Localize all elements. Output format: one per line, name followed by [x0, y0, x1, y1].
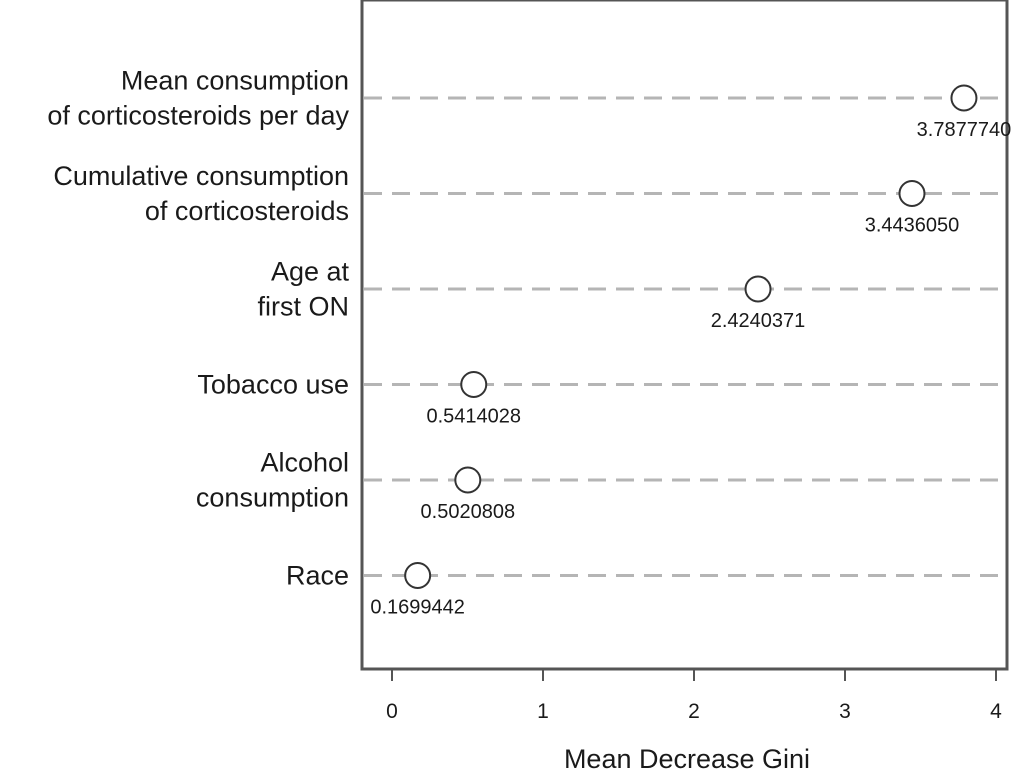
data-label: 0.5020808 [421, 501, 516, 523]
category-label: Age at first ON [258, 257, 350, 322]
category-label-line: Age at [271, 257, 350, 287]
x-tick-label: 0 [386, 700, 398, 723]
category-label: Mean consumption of corticosteroids per d… [47, 66, 349, 131]
data-point [454, 466, 482, 494]
x-axis: 0 1 2 3 4 [386, 670, 1002, 723]
x-tick-label: 3 [839, 700, 851, 723]
value-labels: 3.7877740 3.4436050 2.4240371 0.5414028 0.50… [370, 119, 1011, 619]
category-label-line: Mean consumption [121, 66, 349, 96]
plot-frame [360, 0, 1009, 671]
category-label-line: Alcohol [260, 448, 349, 478]
data-label: 0.1699442 [370, 597, 465, 619]
category-label-line: Tobacco use [197, 370, 349, 400]
x-tick-label: 1 [537, 700, 549, 723]
category-label-line: of corticosteroids per day [47, 101, 349, 131]
data-label: 0.5414028 [426, 406, 521, 428]
category-label: Race [286, 561, 349, 591]
category-label-line: consumption [196, 483, 349, 513]
category-label-line: Race [286, 561, 349, 591]
x-tick-label: 2 [688, 700, 700, 723]
x-tick-label: 4 [990, 700, 1002, 723]
data-point [898, 180, 926, 207]
category-label-line: of corticosteroids [145, 196, 349, 226]
category-label-line: first ON [258, 292, 350, 322]
data-point [950, 84, 978, 112]
gridlines [364, 96, 1005, 577]
category-label-line: Cumulative consumption [53, 161, 349, 191]
data-point [404, 562, 432, 589]
category-label: Tobacco use [197, 370, 349, 400]
data-point [460, 371, 488, 398]
data-label: 3.4436050 [865, 215, 960, 237]
data-label: 3.7877740 [917, 119, 1012, 141]
data-point [744, 275, 772, 303]
x-axis-title: Mean Decrease Gini [564, 744, 810, 774]
data-label: 2.4240371 [711, 310, 806, 332]
category-label: Alcohol consumption [196, 448, 349, 513]
markers [404, 84, 978, 589]
category-label: Cumulative consumption of corticosteroids [53, 161, 349, 226]
category-labels: Mean consumption of corticosteroids per d… [47, 66, 349, 591]
